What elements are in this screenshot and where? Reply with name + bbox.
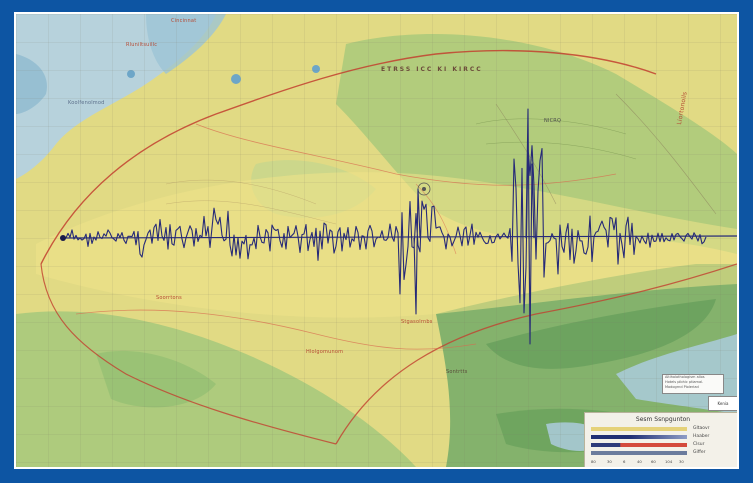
scale-mark: 6 [623, 459, 626, 464]
inset-line: Hotels pibhic ptiamal. [665, 380, 704, 384]
legend-swatch [591, 435, 687, 439]
map-legend: Sesm Ssnpgunton Gltaovr Haaber Clsur Gif… [584, 412, 737, 467]
map-label-4: NICRQ [544, 118, 562, 124]
track-1 [495, 103, 557, 205]
inset-line: Altiholothologism allos [665, 375, 705, 379]
map-label-9: Sontrtts [446, 369, 468, 375]
scale-mark: 30 [607, 459, 612, 464]
inset-line: Modogrnd Pioleriad [665, 385, 699, 389]
secondary-road-3 [415, 183, 457, 255]
main-road-south [40, 263, 337, 445]
map-mini-box: Kenia [708, 396, 737, 411]
legend-label: Haaber [693, 434, 710, 439]
secondary-road-1 [195, 123, 617, 186]
legend-label: Giffer [693, 450, 706, 455]
scale-mark: 104 [665, 459, 673, 464]
map-title: ETRSS ICC KI KIRCC [381, 66, 483, 73]
scale-mark: 60 [651, 459, 656, 464]
seismograph-trace [62, 108, 707, 345]
trace-origin-marker [60, 235, 66, 241]
main-road-north [40, 49, 657, 265]
map-label-3: Koolfenolmod [68, 100, 105, 106]
seismograph-baseline [60, 235, 737, 239]
map-inset-notes: Altiholothologism allos Hotels pibhic pt… [662, 374, 724, 394]
map-label-1: Cincinnat [171, 18, 197, 24]
legend-swatch [591, 451, 687, 455]
track-2 [615, 93, 717, 215]
scale-mark: 30 [679, 459, 684, 464]
legend-label: Clsur [693, 442, 705, 447]
map-label-2: Rluniltsuillc [126, 42, 158, 48]
legend-swatch [591, 443, 687, 447]
main-road-east [335, 263, 737, 445]
legend-label: Gltaovr [693, 426, 710, 431]
map-label-5: Soorrtons [156, 295, 182, 301]
map-label-6: Stgasolrnbs [401, 319, 433, 325]
map-canvas [16, 14, 737, 467]
legend-swatch [591, 427, 687, 431]
map-label-7: Hlolgomunom [306, 349, 344, 355]
secondary-road-2 [75, 309, 477, 350]
scale-mark: 80 [591, 459, 596, 464]
scale-mark: 40 [637, 459, 642, 464]
topographic-map: ETRSS ICC KI KIRCC Cincinnat Rluniltsuil… [14, 12, 739, 469]
legend-scale: 80 30 6 40 60 104 30 [591, 459, 687, 464]
legend-title: Sesm Ssnpgunton [635, 416, 691, 423]
